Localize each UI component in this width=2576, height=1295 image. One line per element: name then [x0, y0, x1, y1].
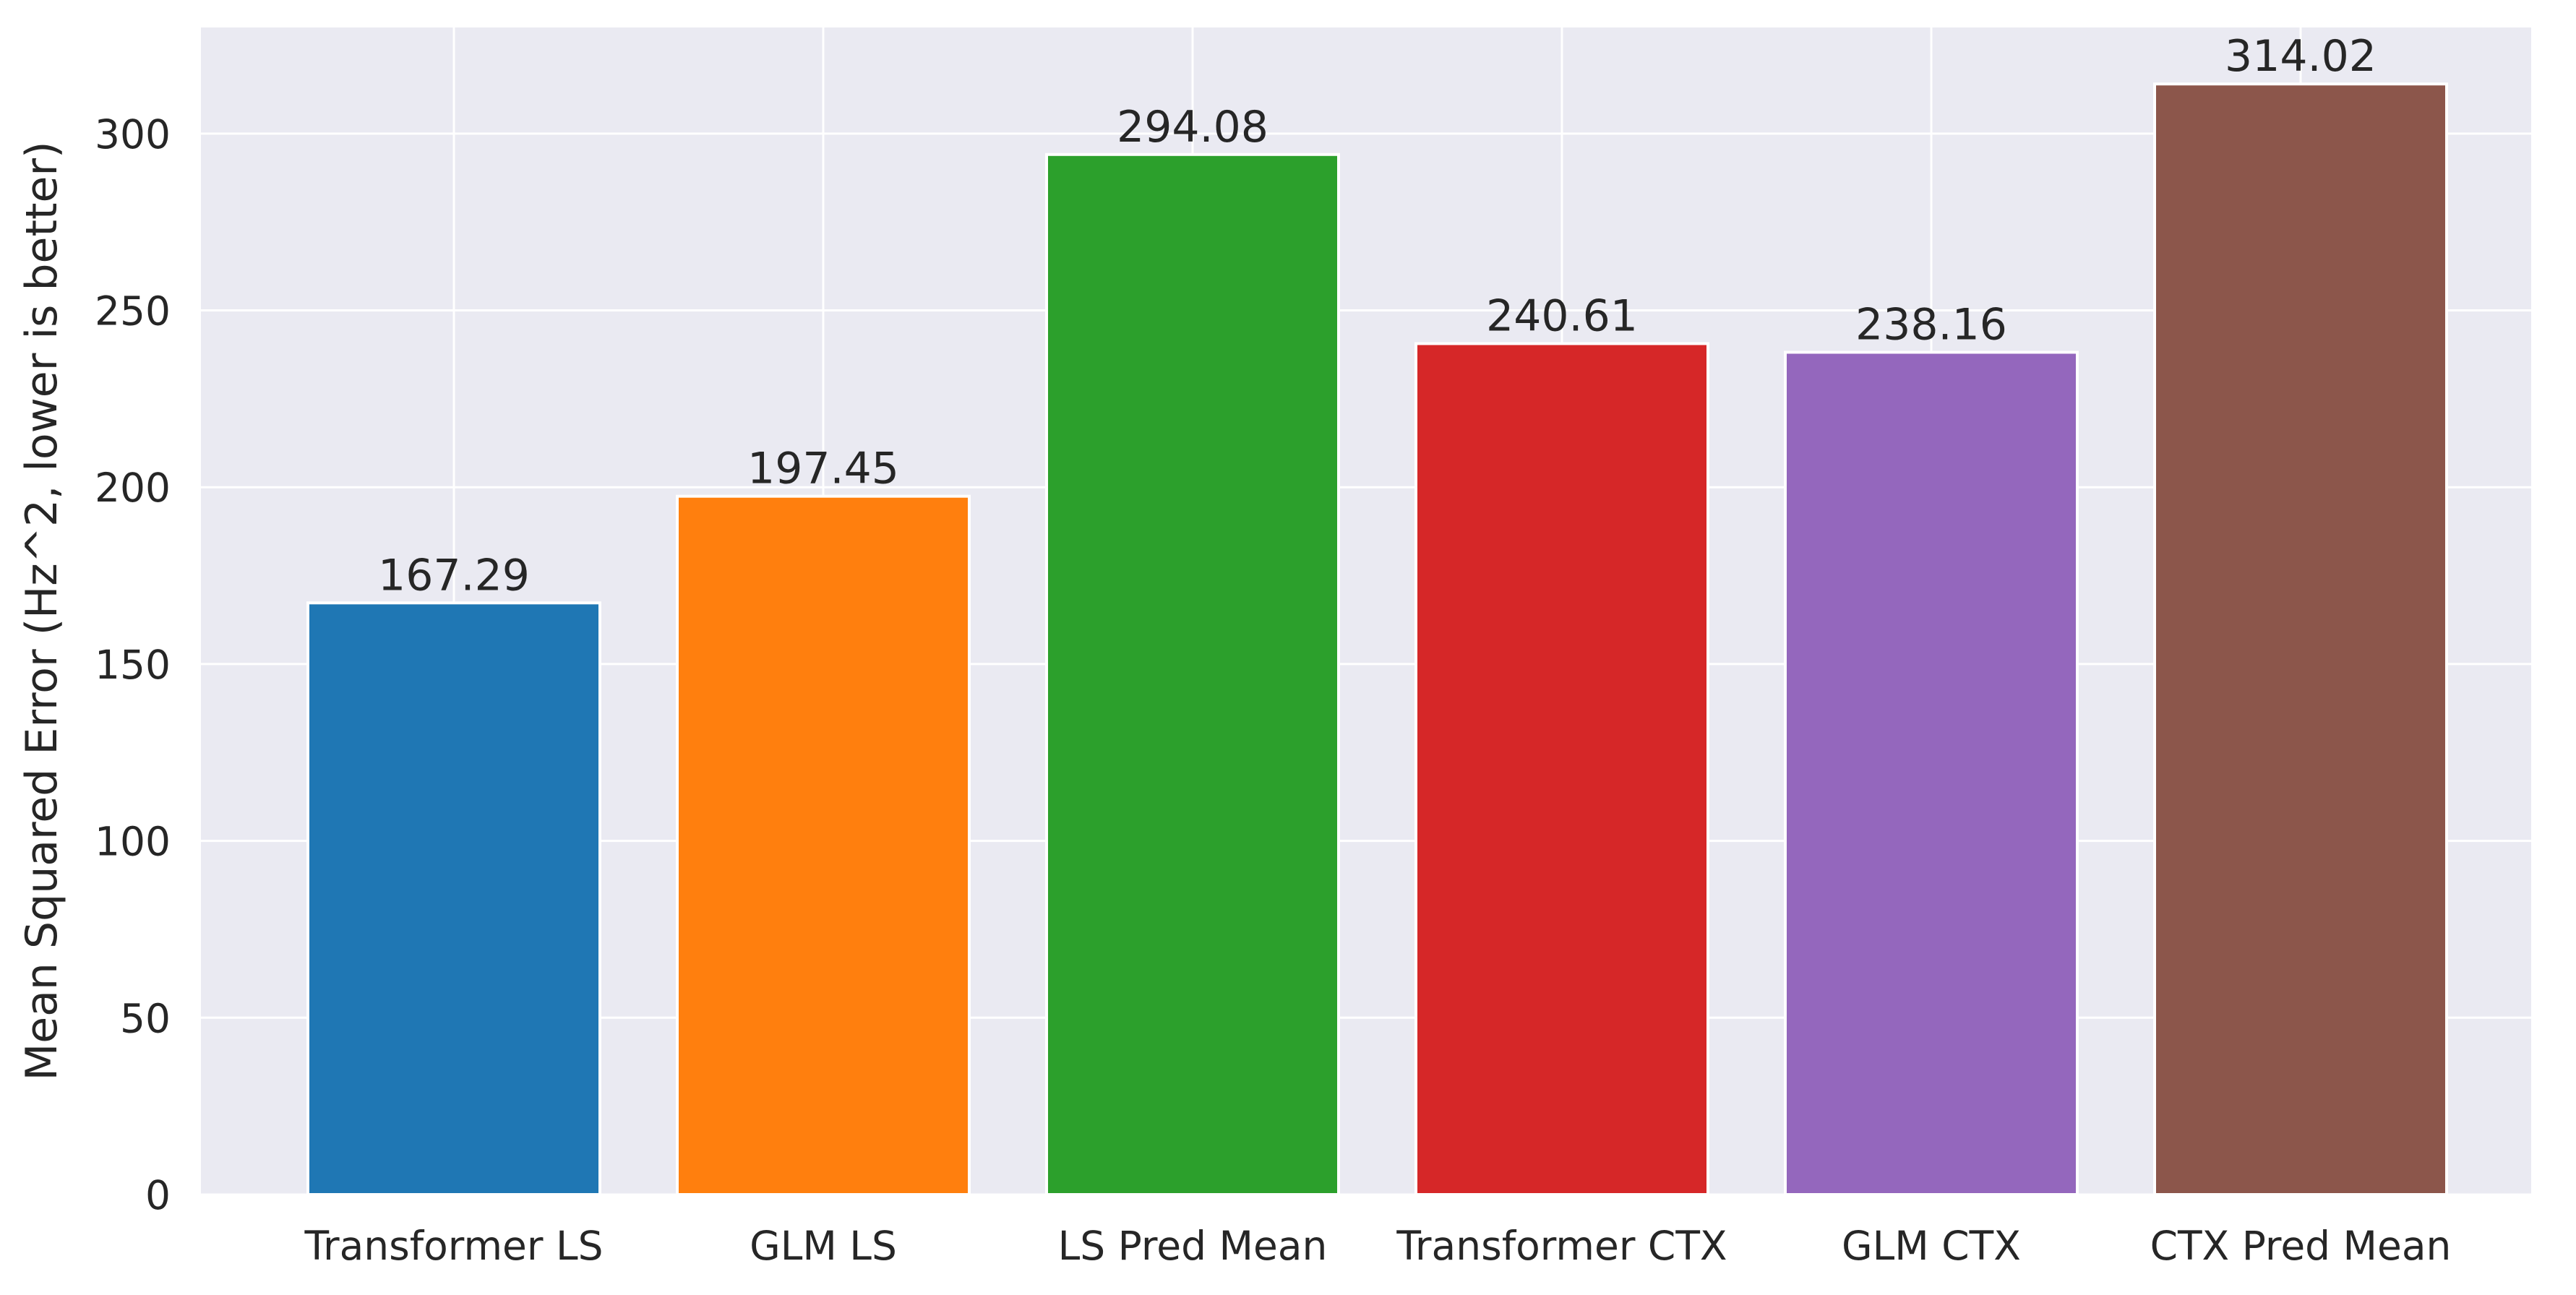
y-tick-label: 300: [95, 111, 171, 158]
x-tick-label: GLM CTX: [1842, 1223, 2021, 1269]
y-axis-title: Mean Squared Error (Hz^2, lower is bette…: [17, 141, 67, 1080]
value-labels: 167.29 197.45 294.08 240.61 238.16 314.02: [378, 31, 2377, 601]
bar-glm-ls: [676, 494, 971, 1196]
bar-ctx-pred-mean: [2153, 82, 2448, 1196]
x-tick-label: CTX Pred Mean: [2150, 1223, 2452, 1269]
y-tick-label: 250: [95, 288, 171, 335]
value-label: 238.16: [1855, 299, 2007, 350]
bars: [306, 82, 2448, 1197]
x-tick-label: LS Pred Mean: [1058, 1223, 1328, 1269]
x-axis-ticks: Transformer LS GLM LS LS Pred Mean Transfor…: [304, 1223, 2451, 1269]
y-tick-label: 50: [120, 995, 171, 1041]
x-tick-label: GLM LS: [750, 1223, 897, 1269]
y-axis-ticks: 0 50 100 150 200 250 300: [95, 111, 171, 1218]
bar-ls-pred-mean: [1045, 152, 1340, 1197]
y-tick-label: 200: [95, 465, 171, 511]
y-tick-label: 0: [145, 1172, 171, 1218]
value-label: 314.02: [2225, 31, 2377, 82]
x-tick-label: Transformer CTX: [1396, 1223, 1727, 1269]
y-tick-label: 150: [95, 642, 171, 688]
value-label: 167.29: [378, 550, 530, 601]
bar-transformer-ctx: [1414, 342, 1709, 1196]
value-label: 294.08: [1117, 102, 1268, 152]
x-tick-label: Transformer LS: [304, 1223, 603, 1269]
bar-transformer-ls: [306, 601, 601, 1196]
y-tick-label: 100: [95, 819, 171, 865]
value-label: 240.61: [1486, 291, 1638, 341]
value-label: 197.45: [747, 444, 899, 494]
bar-glm-ctx: [1784, 350, 2079, 1197]
